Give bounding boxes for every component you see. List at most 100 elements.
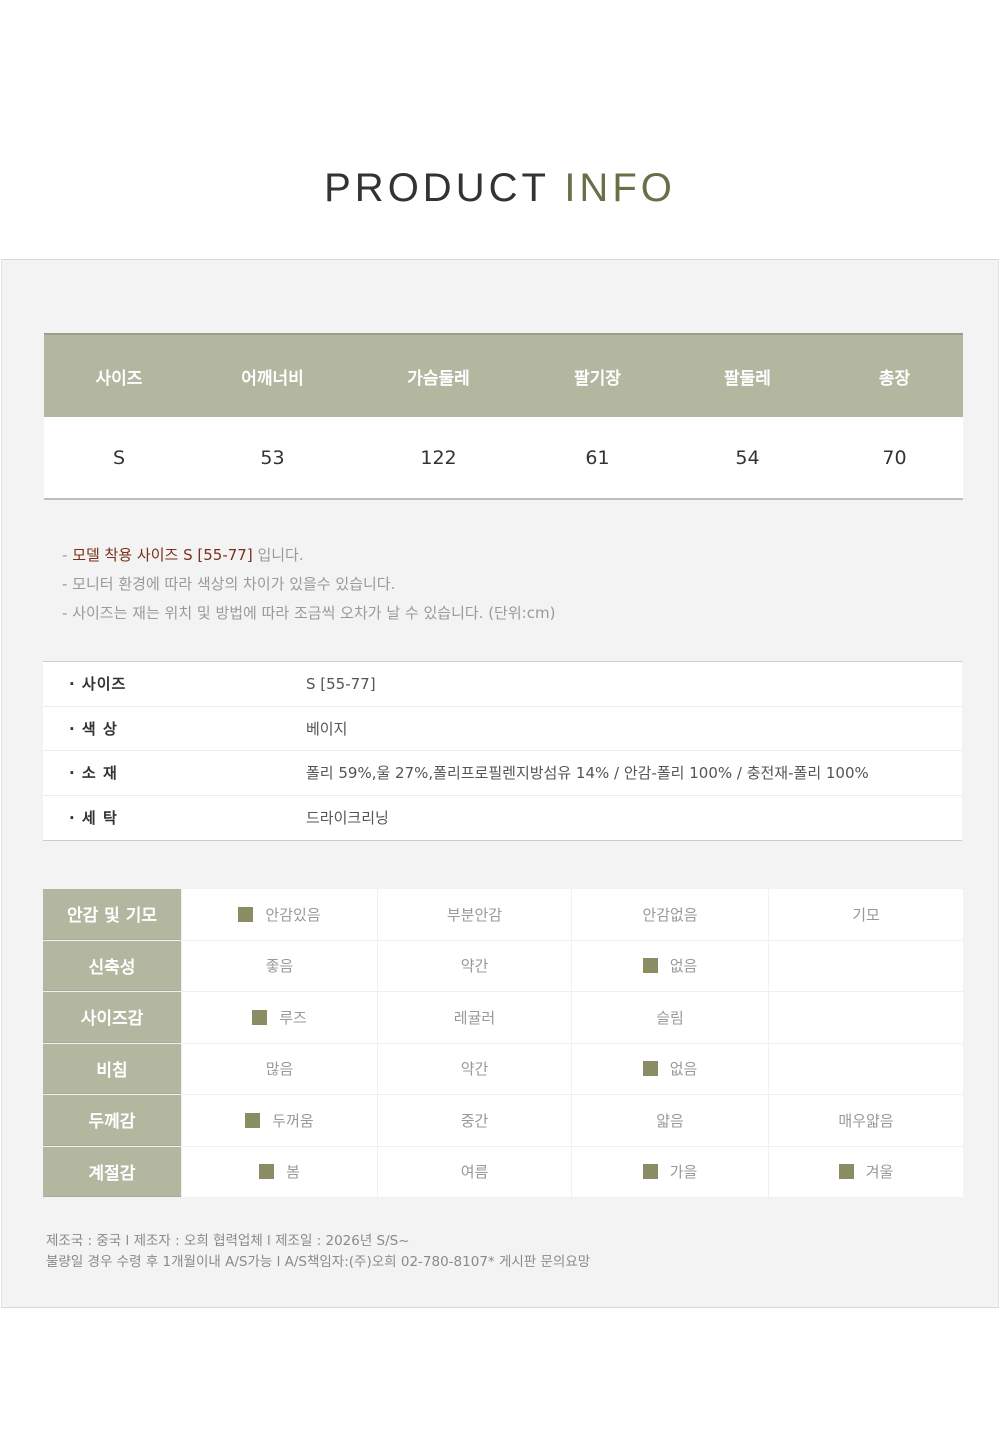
info-row: · 사이즈 S [55-77] bbox=[43, 662, 962, 707]
attribute-option: 안감없음 bbox=[571, 889, 768, 940]
attribute-option: 슬림 bbox=[571, 992, 768, 1043]
attribute-table: 안감 및 기모 안감있음 부분안감 안감없음 기모 신축성 좋음 약간 없음 사이즈감 루즈 레귤러 슬… bbox=[43, 889, 963, 1198]
size-value-cell: S bbox=[112, 446, 126, 469]
notes: - 모델 착용 사이즈 S [55-77] 입니다. - 모니터 환경에 따라 … bbox=[62, 541, 555, 628]
footer-as: 불량일 경우 수령 후 1개월이내 A/S가능 l A/S책임자:(주)오희 0… bbox=[46, 1254, 591, 1270]
note-dash: - bbox=[62, 546, 73, 564]
info-row: · 세 탁 드라이크리닝 bbox=[43, 796, 962, 841]
attribute-option-text: 슬림 bbox=[656, 1008, 684, 1027]
attribute-option-text: 많음 bbox=[265, 1060, 294, 1079]
size-value-cell: 122 bbox=[420, 446, 457, 469]
attribute-option: 약간 bbox=[377, 1043, 571, 1094]
info-table: · 사이즈 S [55-77] · 색 상 베이지 · 소 재 폴리 59%,울 27%,… bbox=[43, 661, 962, 841]
info-row: · 색 상 베이지 bbox=[43, 707, 962, 751]
footer-manufacture: 제조국 : 중국 l 제조자 : 오희 협력업체 l 제조일 : 2026년 S… bbox=[46, 1233, 410, 1249]
info-label: · 사이즈 bbox=[69, 675, 127, 694]
note-model-size: - 모델 착용 사이즈 S [55-77] 입니다. bbox=[62, 541, 555, 570]
attribute-option: 가을 bbox=[571, 1146, 768, 1197]
attribute-option-text: 약간 bbox=[460, 1060, 489, 1079]
attribute-option-text: 루즈 bbox=[279, 1008, 307, 1027]
attribute-option-text: 레귤러 bbox=[453, 1008, 496, 1027]
size-header-cell: 팔기장 bbox=[574, 368, 621, 389]
attribute-option bbox=[768, 992, 963, 1043]
attribute-option-text: 얇음 bbox=[656, 1111, 684, 1130]
checked-square-icon bbox=[259, 1164, 275, 1180]
page-title: PRODUCT INFO bbox=[0, 166, 1000, 211]
attribute-option-text: 부분안감 bbox=[446, 905, 503, 924]
attribute-option: 없음 bbox=[571, 1043, 768, 1094]
info-label: · 색 상 bbox=[69, 719, 118, 738]
attribute-option-text: 없음 bbox=[669, 1060, 698, 1079]
note-measure: - 사이즈는 재는 위치 및 방법에 따라 조금씩 오차가 날 수 있습니다. … bbox=[62, 604, 556, 622]
attribute-option bbox=[768, 940, 963, 991]
size-value-cell: 54 bbox=[735, 446, 760, 469]
attribute-option: 겨울 bbox=[768, 1146, 963, 1197]
attribute-option: 레귤러 bbox=[377, 992, 571, 1043]
info-value: S [55-77] bbox=[306, 674, 376, 693]
attribute-option-text: 여름 bbox=[460, 1163, 489, 1182]
attribute-option-text: 기모 bbox=[852, 905, 880, 924]
attribute-option-text: 봄 bbox=[286, 1163, 300, 1182]
attribute-option-text: 두꺼움 bbox=[272, 1111, 314, 1130]
attribute-row: 사이즈감 루즈 레귤러 슬림 bbox=[43, 992, 963, 1044]
attribute-option-text: 안감있음 bbox=[265, 905, 321, 924]
attribute-row: 신축성 좋음 약간 없음 bbox=[43, 940, 963, 992]
info-value: 폴리 59%,울 27%,폴리프로필렌지방섬유 14% / 안감-폴리 100%… bbox=[306, 764, 869, 783]
attribute-option: 기모 bbox=[768, 889, 963, 940]
checked-square-icon bbox=[642, 1164, 658, 1180]
attribute-option: 좋음 bbox=[181, 940, 377, 991]
attribute-row: 비침 많음 약간 없음 bbox=[43, 1043, 963, 1095]
attribute-label: 계절감 bbox=[43, 1146, 181, 1197]
info-label: · 세 탁 bbox=[69, 809, 118, 828]
attribute-label: 신축성 bbox=[43, 940, 181, 991]
info-value: 드라이크리닝 bbox=[306, 809, 389, 828]
title-accent: INFO bbox=[564, 166, 676, 210]
attribute-option-text: 매우얇음 bbox=[838, 1111, 894, 1130]
attribute-option: 많음 bbox=[181, 1043, 377, 1094]
info-value: 베이지 bbox=[306, 719, 348, 738]
attribute-label: 두께감 bbox=[43, 1095, 181, 1146]
title-main: PRODUCT bbox=[324, 166, 550, 210]
attribute-option: 중간 bbox=[377, 1095, 571, 1146]
attribute-row: 안감 및 기모 안감있음 부분안감 안감없음 기모 bbox=[43, 889, 963, 941]
checked-square-icon bbox=[245, 1112, 261, 1128]
checked-square-icon bbox=[642, 958, 658, 974]
footer: 제조국 : 중국 l 제조자 : 오희 협력업체 l 제조일 : 2026년 S… bbox=[46, 1231, 590, 1273]
attribute-option-text: 가을 bbox=[669, 1163, 698, 1182]
attribute-option-text: 없음 bbox=[669, 957, 698, 976]
attribute-option: 얇음 bbox=[571, 1095, 768, 1146]
checked-square-icon bbox=[252, 1009, 268, 1025]
info-row: · 소 재 폴리 59%,울 27%,폴리프로필렌지방섬유 14% / 안감-폴리… bbox=[43, 751, 962, 796]
attribute-option: 봄 bbox=[181, 1146, 377, 1197]
attribute-option: 매우얇음 bbox=[768, 1095, 963, 1146]
attribute-row: 두께감 두꺼움 중간 얇음 매우얇음 bbox=[43, 1095, 963, 1147]
attribute-option bbox=[768, 1043, 963, 1094]
note-highlight: 모델 착용 사이즈 S [55-77] bbox=[72, 546, 253, 564]
attribute-option: 루즈 bbox=[181, 992, 377, 1043]
attribute-option-text: 겨울 bbox=[865, 1163, 894, 1182]
size-value-cell: 70 bbox=[882, 446, 907, 469]
checked-square-icon bbox=[642, 1061, 658, 1077]
attribute-option: 약간 bbox=[377, 940, 571, 991]
note-suffix: 입니다. bbox=[252, 546, 304, 564]
attribute-option: 안감있음 bbox=[181, 889, 377, 940]
attribute-label: 비침 bbox=[43, 1043, 181, 1094]
size-table-row: S 53 122 61 54 70 bbox=[44, 417, 963, 500]
size-header-cell: 총장 bbox=[878, 368, 911, 389]
info-label: · 소 재 bbox=[69, 764, 118, 783]
attribute-label: 안감 및 기모 bbox=[43, 889, 181, 940]
note-monitor: - 모니터 환경에 따라 색상의 차이가 있을수 있습니다. bbox=[62, 575, 396, 593]
checked-square-icon bbox=[238, 906, 254, 922]
size-value-cell: 61 bbox=[585, 446, 610, 469]
size-header-cell: 어깨너비 bbox=[241, 368, 304, 389]
attribute-option-text: 약간 bbox=[460, 957, 489, 976]
attribute-option: 부분안감 bbox=[377, 889, 571, 940]
attribute-option: 여름 bbox=[377, 1146, 571, 1197]
attribute-option: 두꺼움 bbox=[181, 1095, 377, 1146]
attribute-option-text: 좋음 bbox=[265, 957, 294, 976]
attribute-option-text: 안감없음 bbox=[642, 905, 698, 924]
size-header-cell: 팔둘레 bbox=[724, 368, 771, 389]
attribute-row: 계절감 봄 여름 가을 겨울 bbox=[43, 1146, 963, 1198]
size-table: 사이즈 어깨너비 가슴둘레 팔기장 팔둘레 총장 S 53 122 61 54 70 bbox=[44, 333, 963, 500]
size-table-header: 사이즈 어깨너비 가슴둘레 팔기장 팔둘레 총장 bbox=[44, 333, 963, 417]
